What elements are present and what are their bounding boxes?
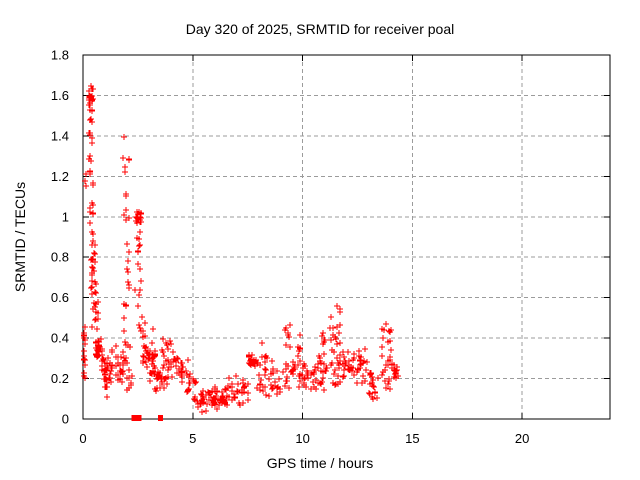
chart-title: Day 320 of 2025, SRMTID for receiver poa… bbox=[185, 21, 455, 37]
y-tick-labels: 0 0.2 0.4 0.6 0.8 1 1.2 1.4 1.6 1.8 bbox=[51, 48, 69, 427]
x-tick-label: 5 bbox=[189, 431, 196, 446]
y-tick-label: 0.4 bbox=[51, 331, 69, 346]
y-tick-label: 1.2 bbox=[51, 169, 69, 184]
grid-lines bbox=[83, 55, 610, 419]
y-tick-label: 1.4 bbox=[51, 128, 69, 143]
y-tick-label: 1.6 bbox=[51, 88, 69, 103]
y-tick-label: 1 bbox=[62, 209, 69, 224]
x-tick-label: 20 bbox=[515, 431, 529, 446]
y-tick-label: 0.2 bbox=[51, 371, 69, 386]
scatter-points bbox=[81, 83, 401, 415]
x-tick-label: 0 bbox=[79, 431, 86, 446]
x-tick-label: 15 bbox=[405, 431, 419, 446]
y-tick-label: 0.6 bbox=[51, 290, 69, 305]
y-tick-label: 0 bbox=[62, 412, 69, 427]
y-tick-label: 0.8 bbox=[51, 250, 69, 265]
zero-value-markers bbox=[131, 415, 163, 421]
y-tick-label: 1.8 bbox=[51, 48, 69, 63]
x-axis-label: GPS time / hours bbox=[266, 455, 374, 471]
x-tick-label: 10 bbox=[295, 431, 309, 446]
axes-border bbox=[82, 54, 611, 420]
x-tick-labels: 0 5 10 15 20 bbox=[79, 431, 529, 446]
